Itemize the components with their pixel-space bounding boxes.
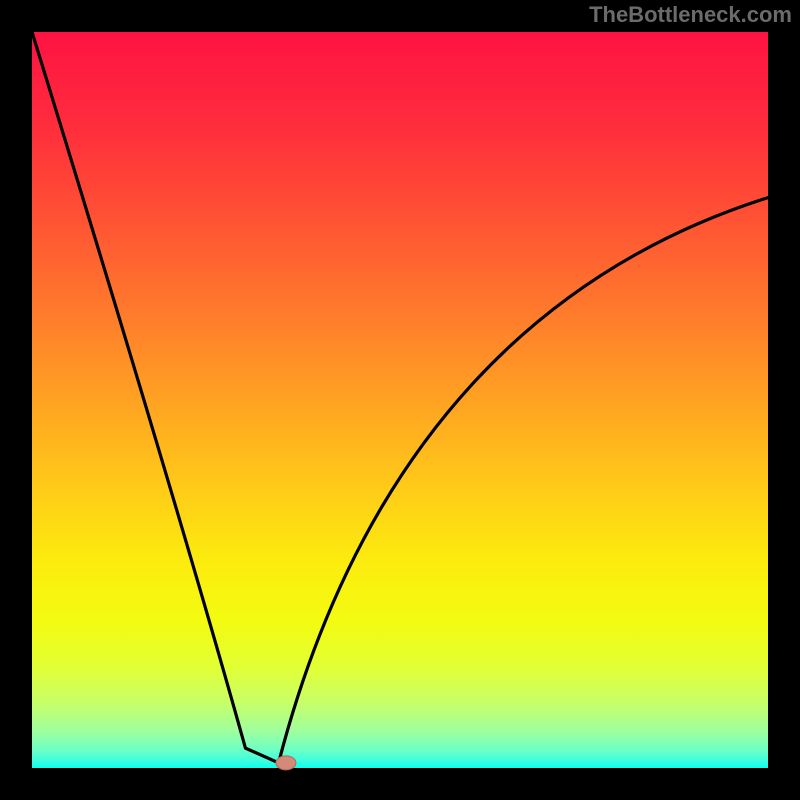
- watermark-text: TheBottleneck.com: [589, 2, 792, 28]
- chart-svg: [0, 0, 800, 800]
- optimal-point-marker: [276, 756, 296, 770]
- chart-container: TheBottleneck.com: [0, 0, 800, 800]
